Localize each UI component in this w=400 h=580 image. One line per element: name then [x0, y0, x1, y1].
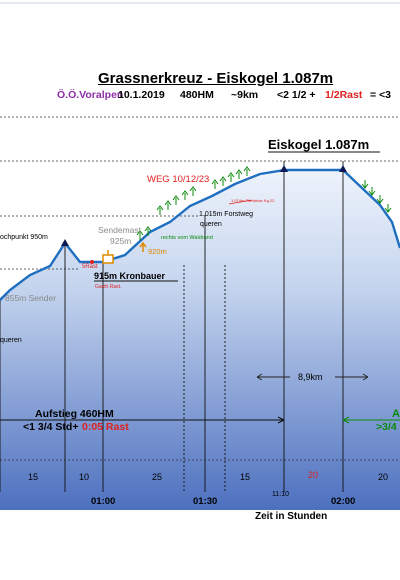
- note-leader: [228, 199, 253, 205]
- ascent-arrows: [136, 166, 251, 240]
- segment-minutes: 15: [240, 472, 251, 482]
- rechts-waldrand-label: rechts vom Waldrand: [161, 235, 213, 241]
- ascent-title: Aufstieg 460HM: [35, 408, 114, 420]
- descent-arrows: [361, 180, 392, 213]
- hochpunkt-label: ochpunkt 950m: [0, 234, 48, 241]
- total-time-label: = <3: [370, 89, 392, 101]
- date-label: 10.1.2019: [118, 89, 165, 101]
- distance-arrow: [256, 373, 369, 381]
- profile-line: [0, 168, 400, 301]
- forstweg-label: 1.015m Forstweg: [199, 211, 254, 218]
- eiskogel-label: Eiskogel 1.087m: [268, 137, 370, 152]
- tiny-note-label: 1.074m Pferdekar Kg.22: [231, 198, 275, 203]
- region-label: Ö.Ö.Voralpen: [57, 89, 124, 101]
- time-axis-title: Zeit in Stunden: [255, 511, 328, 522]
- gain-label: 480HM: [180, 89, 214, 101]
- kronbauer-marker: [90, 260, 94, 264]
- descent-time: >3/4: [376, 421, 397, 433]
- segment-minutes: 15: [28, 472, 39, 482]
- time-tick: 01:30: [193, 496, 218, 507]
- segment-minutes-summit: 20: [308, 470, 319, 480]
- summit-marker-right: [339, 165, 347, 172]
- distance-label: 8,9km: [298, 372, 323, 382]
- ascent-rest: 0:05 Rast: [82, 421, 129, 433]
- time-tick: 02:00: [331, 496, 356, 507]
- gasthaus-label: Gasth.Rast.: [95, 284, 122, 290]
- time-label: <2 1/2 +: [277, 89, 316, 101]
- orange-arrow: [139, 241, 147, 252]
- segment-minutes: 10: [79, 472, 90, 482]
- hochpunkt-marker: [61, 239, 69, 246]
- forstweg-queren-label: queren: [200, 221, 222, 228]
- rast5-label: 5Rast: [82, 264, 98, 270]
- sendemast-marker: [102, 254, 114, 264]
- distance-approx-label: ~9km: [231, 89, 259, 101]
- ascent-range-arrow: [0, 416, 285, 424]
- page-title: Grassnerkreuz - Eiskogel 1.087m: [98, 70, 334, 87]
- vertical-lines: [0, 161, 344, 492]
- segment-minutes: 20: [378, 472, 389, 482]
- descent-range-arrow: [342, 416, 400, 424]
- segment-minutes: 25: [152, 472, 163, 482]
- time-tick-small: 11:10: [272, 491, 289, 498]
- sender-label: 855m Sender: [5, 293, 57, 303]
- sendemast-label: Sendemast: [98, 225, 141, 235]
- sendemast-height-label: 925m: [110, 236, 132, 246]
- kronbauer-label: 915m Kronbauer: [94, 271, 166, 281]
- summit-marker-left: [280, 165, 288, 172]
- rest-label: 1/2Rast: [325, 89, 363, 101]
- queren-left-label: queren: [0, 337, 22, 344]
- weg-label: WEG 10/12/23: [147, 174, 210, 185]
- ascent-time: <1 3/4 Std+: [23, 421, 79, 433]
- time-tick: 01:00: [91, 496, 116, 507]
- descent-letter: A: [392, 408, 400, 420]
- profile-area: [0, 170, 400, 510]
- reference-lines: [0, 116, 400, 461]
- h920-label: 920m: [148, 247, 167, 256]
